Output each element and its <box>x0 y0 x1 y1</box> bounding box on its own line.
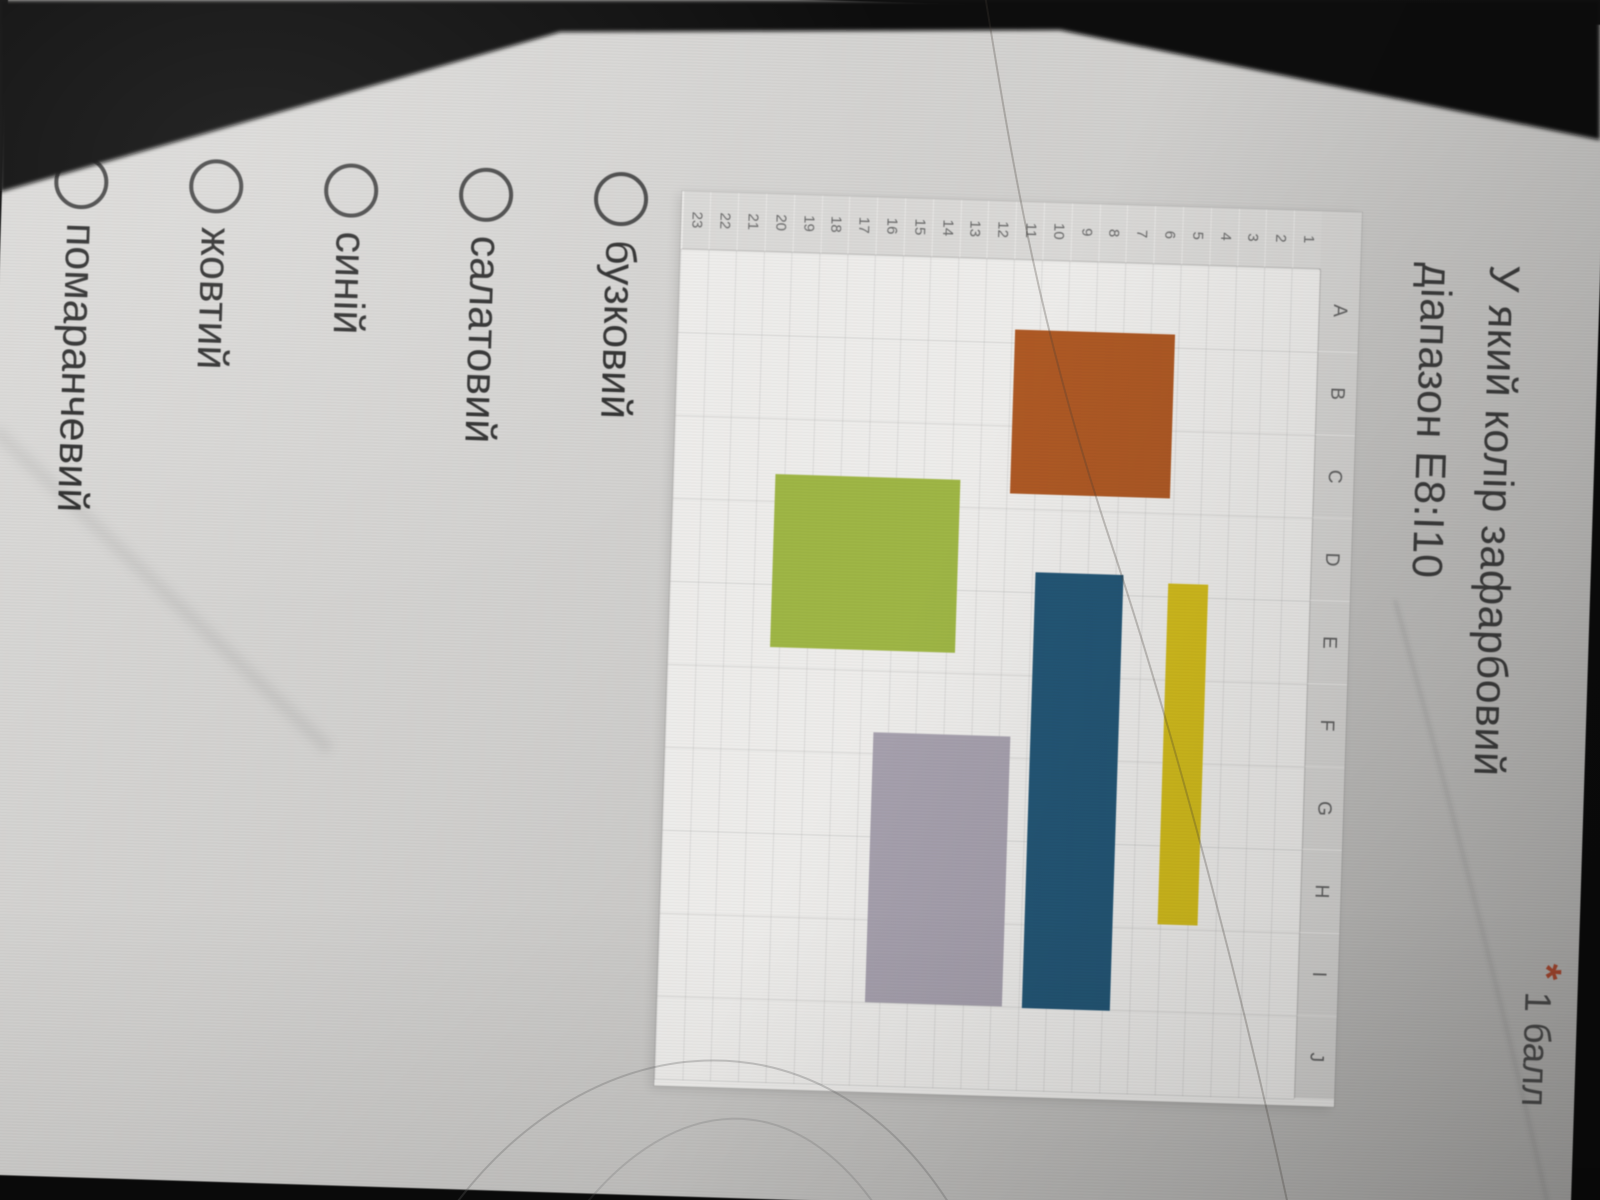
row-header-7: 7 <box>1125 204 1156 264</box>
option-label: синій <box>323 230 375 336</box>
row-header-15: 15 <box>903 198 934 257</box>
row-header-19: 19 <box>792 194 822 254</box>
row-header-11: 11 <box>1014 201 1045 261</box>
column-header-G: G <box>1301 766 1345 852</box>
column-header-E: E <box>1307 600 1350 686</box>
row-header-6: 6 <box>1153 205 1184 265</box>
option-label: жовтий <box>187 226 240 371</box>
column-header-A: A <box>1317 269 1361 354</box>
row-header-12: 12 <box>986 200 1017 260</box>
row-header-5: 5 <box>1181 206 1211 266</box>
row-header-17: 17 <box>847 196 878 256</box>
lavender-rectangle <box>864 732 1011 1007</box>
option-label: помаранчевий <box>47 222 106 514</box>
radio-button-icon[interactable] <box>323 162 380 219</box>
radio-button-icon[interactable] <box>188 158 245 215</box>
column-header-D: D <box>1309 517 1353 603</box>
column-header-J: J <box>1294 1015 1337 1100</box>
question-title: У який колір зафарбовий діапазон E8:I10 <box>1386 262 1538 778</box>
column-header-C: C <box>1312 434 1355 520</box>
column-header-I: I <box>1296 932 1340 1017</box>
row-header-13: 13 <box>959 199 989 259</box>
row-header-20: 20 <box>764 193 795 253</box>
points-label: 1 балл <box>1514 990 1559 1108</box>
radio-option-4: жовтий <box>139 157 285 519</box>
row-header-9: 9 <box>1070 203 1100 263</box>
option-label: салатовий <box>455 235 510 444</box>
row-header-22: 22 <box>708 191 739 251</box>
radio-button-icon[interactable] <box>53 154 110 210</box>
orange-rectangle <box>1009 329 1176 499</box>
row-header-4: 4 <box>1209 207 1239 267</box>
row-header-16: 16 <box>875 197 906 256</box>
row-header-21: 21 <box>736 192 767 252</box>
blue-rectangle <box>1021 572 1124 1011</box>
answer-options: бузковий салатовий синій жовтий помаранчевий <box>4 153 690 531</box>
row-header-3: 3 <box>1236 208 1267 268</box>
option-label: бузковий <box>591 239 645 420</box>
question-points: * 1 балл <box>1514 963 1570 1108</box>
row-header-10: 10 <box>1042 202 1072 262</box>
row-header-2: 2 <box>1264 209 1295 269</box>
radio-option-3: синій <box>274 162 420 524</box>
required-asterisk: * <box>1522 962 1571 981</box>
column-header-F: F <box>1304 683 1348 769</box>
radio-option-5: помаранчевий <box>4 153 150 515</box>
radio-button-icon[interactable] <box>593 171 650 227</box>
row-header-18: 18 <box>820 195 850 255</box>
radio-button-icon[interactable] <box>458 167 515 223</box>
row-header-8: 8 <box>1097 204 1128 263</box>
row-header-1: 1 <box>1292 210 1323 270</box>
green-rectangle <box>770 474 961 653</box>
radio-option-1: бузковий <box>544 170 690 532</box>
row-header-14: 14 <box>931 198 961 258</box>
column-header-B: B <box>1314 352 1358 437</box>
sheet-corner-box <box>1319 211 1362 272</box>
radio-option-2: салатовий <box>409 166 555 528</box>
column-header-H: H <box>1299 849 1342 935</box>
